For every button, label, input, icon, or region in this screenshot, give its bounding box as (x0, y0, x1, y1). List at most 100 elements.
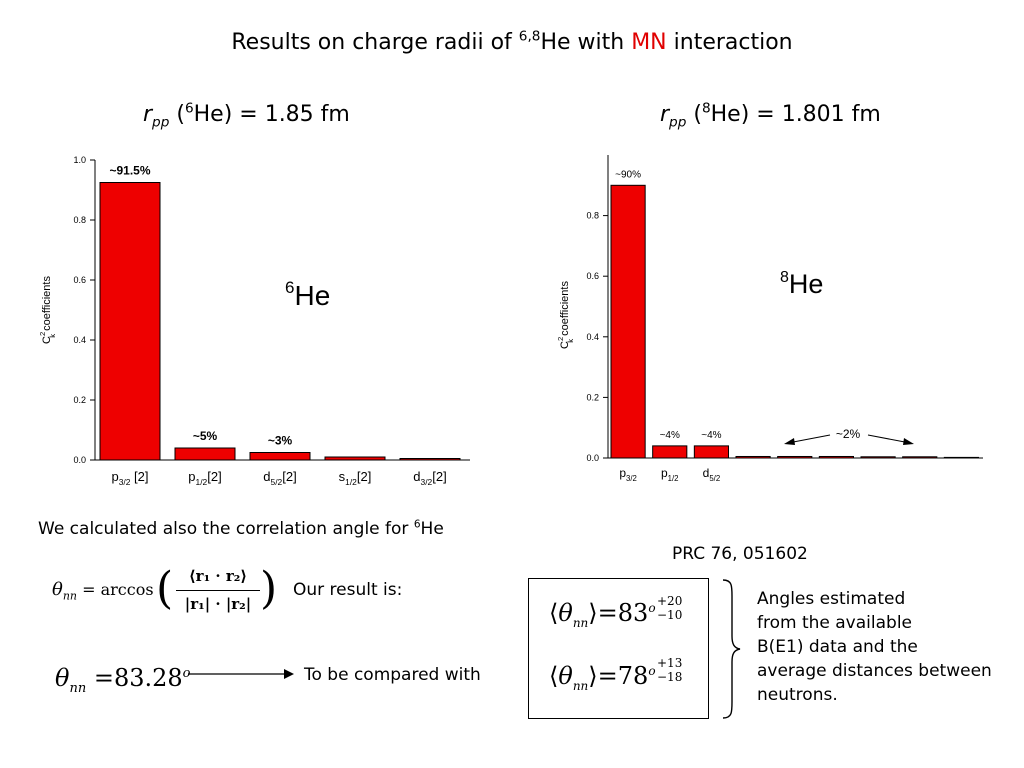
note-line: from the available (757, 613, 913, 633)
x-tick-label: d5/2[2] (263, 469, 296, 487)
group-label: ~2% (836, 427, 861, 441)
note-line: neutrons. (757, 685, 838, 705)
group-arrow-right (867, 434, 911, 444)
value-1: =83 (597, 599, 649, 627)
literature-values-box: ⟨θnn⟩=83o +20 −10 ⟨θnn⟩=78o +13 −18 (528, 578, 709, 719)
theta-symbol: θ (52, 579, 63, 600)
bar (99, 182, 161, 461)
group-arrowhead-right (903, 438, 914, 445)
bar (174, 447, 236, 461)
bar (399, 458, 461, 461)
y-tick-label: 0.8 (586, 211, 599, 221)
error-plus-2: +13 (657, 656, 683, 670)
left-paren: ( (156, 563, 174, 614)
bar (693, 445, 729, 459)
y-tick-label: 0.8 (73, 215, 86, 225)
correlation-text: We calculated also the correlation angle… (38, 519, 414, 539)
rpp-symbol: r (660, 102, 670, 127)
data-label: ~5% (193, 429, 218, 443)
error-1: +20 −10 (657, 594, 682, 622)
title-isotopes: 6,8 (518, 28, 541, 45)
compare-arrow (188, 669, 294, 679)
error-2: +13 −18 (657, 656, 682, 684)
nucleus-label: 6He (285, 278, 330, 311)
value-line-2: ⟨θnn⟩=78o (549, 662, 656, 693)
y-tick-label: 0.2 (586, 392, 599, 402)
x-tick-label: p1/2[2] (188, 469, 221, 487)
bar (652, 445, 688, 459)
y-tick-label: 0.6 (586, 271, 599, 281)
page-title: Results on charge radii of 6,8He with MN… (0, 30, 1024, 55)
he6-coefficients-chart: 0.0 0.2 0.4 0.6 0.8 1.0 C2k coefficients ~91.5%… (38, 155, 470, 487)
note-line: B(E1) data and the (757, 637, 918, 657)
bar (943, 456, 980, 459)
y-tick-label: 0.0 (586, 453, 599, 463)
formula-arccos: = arccos (77, 580, 154, 599)
rpp-subscript: pp (669, 114, 687, 131)
correlation-mass: 6 (413, 518, 421, 531)
he8-coefficients-chart: 0.0 0.2 0.4 0.6 0.8 C2k coefficients ~90% p3/2 ~… (556, 155, 983, 483)
y-tick-label: 0.4 (586, 332, 599, 342)
nucleus-label: 8He (780, 269, 823, 299)
angles-note: Angles estimated from the available B(E1… (757, 587, 992, 707)
reference-citation: PRC 76, 051602 (672, 544, 808, 564)
error-minus-2: −18 (657, 670, 683, 684)
group-arrowhead-left (784, 438, 795, 445)
correlation-element: He (420, 519, 444, 539)
fraction-bar (176, 590, 260, 591)
title-interaction: MN (631, 30, 667, 55)
formula-lhs: θnn = arccos (52, 579, 154, 603)
formula-numerator: ⟨r₁ · r₂⟩ (188, 567, 248, 585)
rpp-symbol: r (143, 102, 153, 127)
data-label: ~4% (701, 430, 721, 441)
y-tick-label: 0.4 (73, 335, 86, 345)
title-element: He with (540, 30, 632, 55)
bar (860, 456, 896, 459)
correlation-sentence: We calculated also the correlation angle… (38, 519, 444, 539)
bar (324, 456, 386, 461)
theta-subscript: nn (62, 589, 78, 603)
theta-subscript: nn (69, 680, 87, 696)
x-tick-label: p3/2 [2] (111, 469, 148, 487)
rpp-value: He) = 1.801 fm (710, 102, 881, 127)
correlation-formula: θnn = arccos ( ⟨r₁ · r₂⟩ |r₁| · |r₂| ) (52, 563, 277, 625)
note-line: Angles estimated (757, 589, 906, 609)
bar (902, 456, 938, 459)
x-tick-label: s1/2[2] (339, 469, 372, 487)
y-tick-label: 1.0 (73, 155, 86, 165)
x-tick-label: d5/2 (703, 466, 721, 483)
y-tick-label: 0.0 (73, 455, 86, 465)
bar (777, 455, 813, 459)
bar (249, 452, 311, 461)
degree-mark: o (648, 601, 656, 615)
note-line: average distances between (757, 661, 992, 681)
data-label: ~90% (615, 169, 641, 180)
group-arrow-left (787, 434, 831, 444)
bar (818, 455, 855, 459)
formula-denominator: |r₁| · |r₂| (184, 595, 252, 613)
x-tick-label: p3/2 (619, 466, 637, 483)
x-tick-label: p1/2 (661, 466, 679, 483)
value-line-1: ⟨θnn⟩=83o (549, 599, 656, 630)
rpp-subscript: pp (152, 114, 170, 131)
rpp-he6-heading: rpp (6He) = 1.85 fm (143, 100, 350, 131)
result-number: =83.28 (86, 664, 183, 692)
x-tick-label: d3/2[2] (413, 469, 446, 487)
title-prefix: Results on charge radii of (231, 30, 519, 55)
rpp-mass: 8 (701, 100, 711, 117)
curly-brace (722, 579, 741, 719)
degree-mark: o (648, 664, 656, 678)
compare-label: To be compared with (304, 665, 481, 685)
result-value: θnn =83.28o (55, 664, 190, 696)
title-suffix: interaction (666, 30, 793, 55)
y-tick-label: 0.6 (73, 275, 86, 285)
theta-symbol: θ (55, 664, 70, 692)
right-paren: ) (260, 563, 278, 614)
y-axis-label: C2k coefficients (38, 276, 57, 344)
data-label: ~4% (660, 430, 680, 441)
degree-mark: o (182, 666, 191, 681)
value-2: =78 (597, 662, 649, 690)
y-tick-label: 0.2 (73, 395, 86, 405)
rpp-mass: 6 (184, 100, 194, 117)
rpp-value: He) = 1.85 fm (193, 102, 350, 127)
